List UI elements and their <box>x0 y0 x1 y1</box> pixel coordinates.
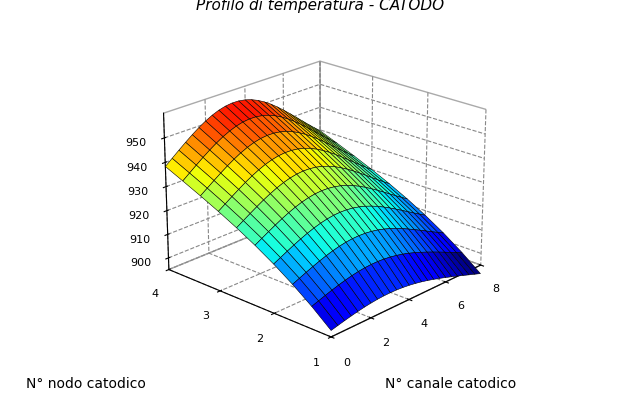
Text: N° canale catodico: N° canale catodico <box>385 377 516 391</box>
Text: N° nodo catodico: N° nodo catodico <box>26 377 146 391</box>
Title: Profilo di temperatura - CATODO: Profilo di temperatura - CATODO <box>196 0 445 13</box>
